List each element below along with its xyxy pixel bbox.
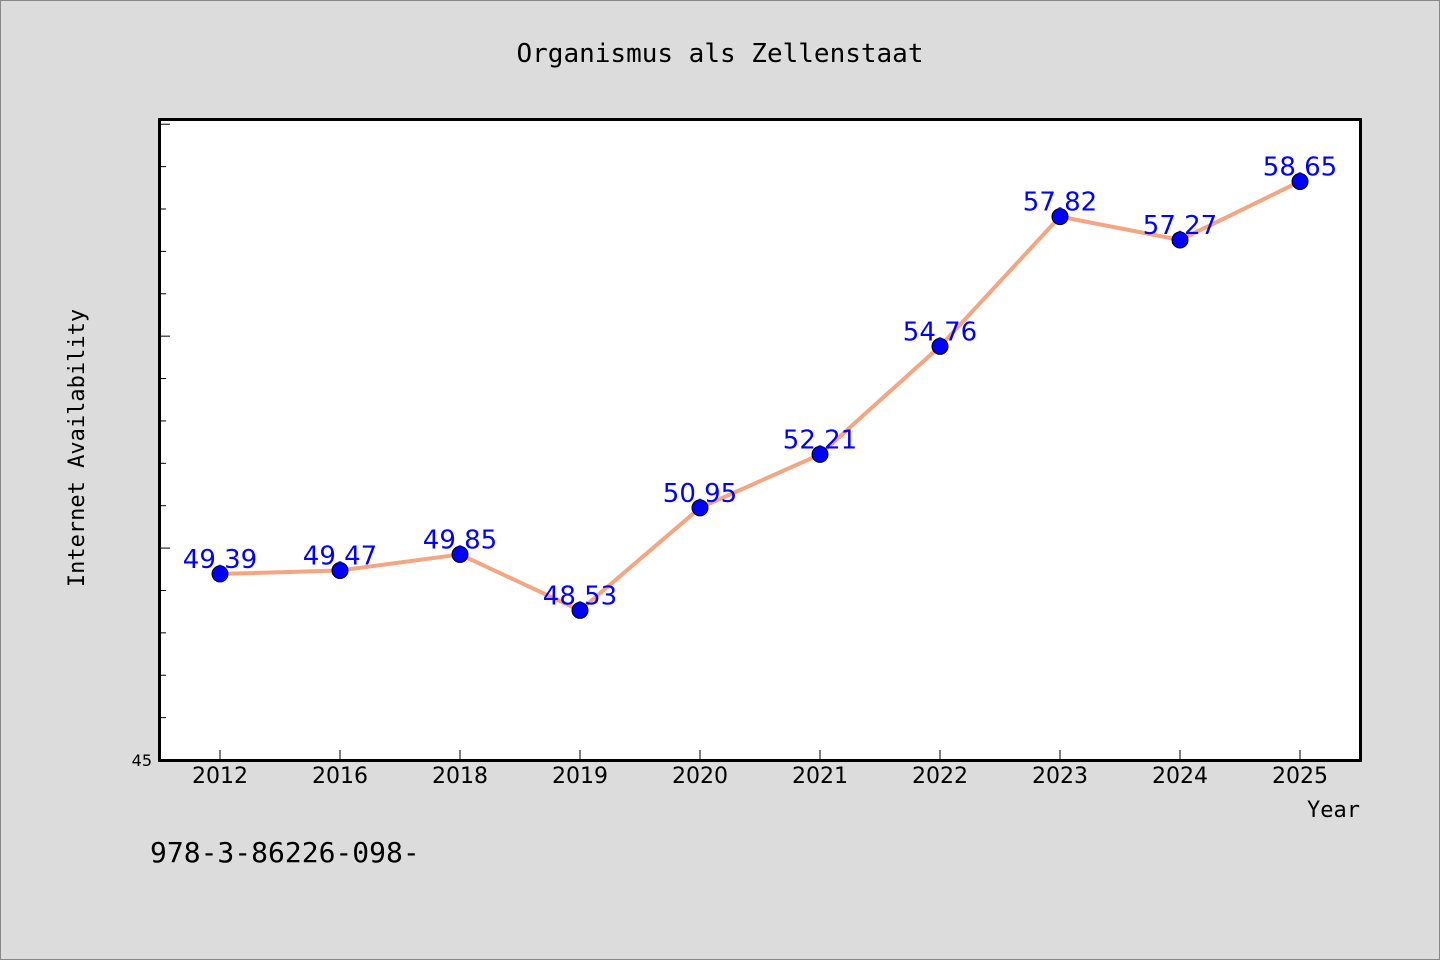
data-label: 57.27 — [1143, 211, 1217, 241]
x-tick-label: 2016 — [312, 764, 368, 789]
data-label: 54.76 — [903, 317, 977, 347]
data-point — [1291, 172, 1309, 190]
data-labels: 49.39 49.47 49.85 48.53 50.95 52.21 54.76 57.82… — [183, 152, 1337, 611]
data-label: 49.39 — [183, 545, 257, 575]
data-point — [211, 565, 229, 583]
x-tick-label: 2022 — [912, 764, 968, 789]
data-label: 58.65 — [1263, 152, 1337, 182]
data-label: 49.47 — [303, 542, 377, 572]
data-point — [331, 562, 349, 580]
x-tick-label: 2024 — [1152, 764, 1208, 789]
x-axis-ticks: 2012 2016 2018 2019 2020 2021 2022 2023 2024 2025 — [192, 750, 1328, 789]
series-line — [219, 179, 1301, 613]
data-label: 49.85 — [423, 525, 497, 555]
data-point — [571, 601, 589, 619]
plot-area — [158, 118, 1362, 762]
data-point — [931, 337, 949, 355]
x-axis-label: Year — [1307, 798, 1360, 823]
data-label: 57.82 — [1023, 188, 1097, 218]
x-tick-label: 2023 — [1032, 764, 1088, 789]
data-label: 50.95 — [663, 479, 737, 509]
data-label: 52.21 — [783, 425, 857, 455]
x-tick-label: 2025 — [1272, 764, 1328, 789]
y-tick-label: 45 — [132, 751, 152, 770]
x-tick-label: 2021 — [792, 764, 848, 789]
footer-text: 978-3-86226-098- — [150, 836, 420, 869]
data-point — [811, 445, 829, 463]
data-point — [1051, 208, 1069, 226]
data-point — [691, 499, 709, 517]
x-tick-label: 2020 — [672, 764, 728, 789]
data-point — [1171, 231, 1189, 249]
x-tick-label: 2019 — [552, 764, 608, 789]
x-tick-label: 2018 — [432, 764, 488, 789]
data-label: 48.53 — [543, 581, 617, 611]
y-axis-label: Internet Availability — [65, 309, 90, 587]
data-point — [451, 545, 469, 563]
x-tick-label: 2012 — [192, 764, 248, 789]
series-markers — [211, 172, 1309, 619]
chart-title: Organismus als Zellenstaat — [517, 39, 924, 69]
y-axis-ticks: 45 — [132, 123, 170, 770]
